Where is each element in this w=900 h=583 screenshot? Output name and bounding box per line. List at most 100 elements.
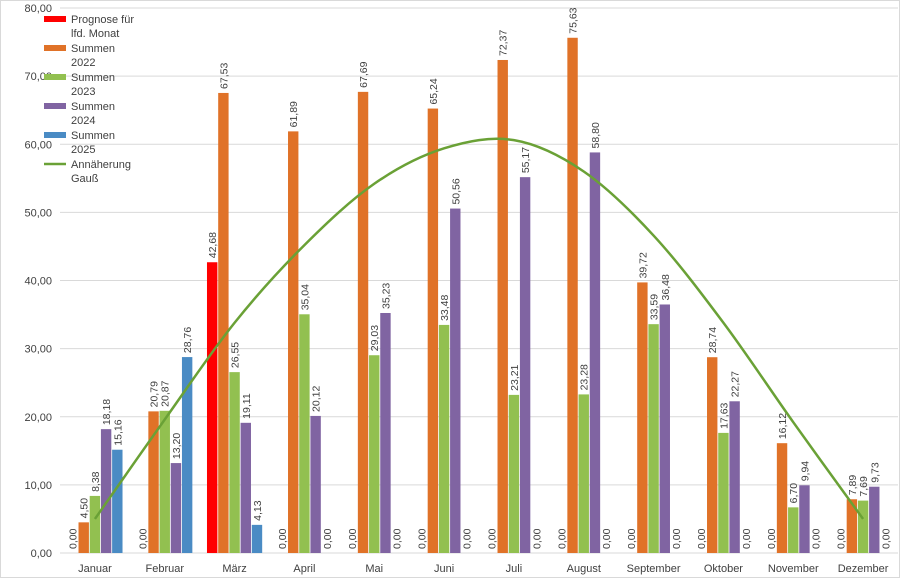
bar-value-label: 29,03 [369,325,381,351]
legend-label: Annäherung [71,159,131,171]
bar-value-label: 0,00 [137,528,149,549]
y-tick-label: 10,00 [24,480,52,492]
bar-value-label: 23,21 [509,364,521,390]
bar-value-label: 15,16 [112,419,124,445]
bar-value-label: 18,18 [101,399,113,425]
bar-value-label: 61,89 [288,101,300,127]
bar-value-label: 0,00 [671,528,683,549]
x-tick-label: Mai [365,563,383,575]
trend-line [93,137,865,520]
bar-value-label: 28,74 [707,327,719,353]
bar-value-label: 9,94 [799,461,811,482]
bar [659,304,670,553]
bar-value-label: 67,53 [218,63,230,89]
legend-label: lfd. Monat [71,28,119,40]
bar [707,357,718,553]
grid [60,7,898,554]
legend-swatch [44,16,66,22]
bar-value-label: 55,17 [520,147,532,173]
x-tick-label: August [567,563,601,575]
bar-value-label: 19,11 [241,393,253,419]
bar-value-label: 28,76 [182,327,194,353]
x-tick-label: Juni [434,563,454,575]
bar [857,500,869,553]
bar [578,394,589,553]
bar [112,449,123,553]
trend-curve [93,137,865,520]
bar-value-label: 65,24 [428,78,440,104]
bar [310,415,321,553]
bar [288,131,299,553]
legend-label: 2024 [71,115,95,127]
bar-value-label: 50,56 [450,178,462,204]
legend-label: Summen [71,72,115,84]
x-tick-label: Dezember [838,563,889,575]
bar [181,357,193,553]
y-tick-label: 30,00 [24,344,52,356]
legend-swatch [44,74,66,80]
y-axis-ticks: 0,0010,0020,0030,0040,0050,0060,0070,008… [24,3,52,560]
legend-label: Summen [71,43,115,55]
bar-value-label: 7,89 [847,475,859,496]
bar [299,314,310,553]
x-axis-ticks: Januar Februar März April Mai Juni Juli August S… [78,563,889,575]
bar-value-label: 33,59 [649,294,661,320]
y-tick-label: 60,00 [24,139,52,151]
bar [567,37,578,553]
legend-swatch [44,103,66,109]
bar-value-label: 0,00 [626,528,638,549]
bar-value-label: 6,70 [788,483,800,504]
y-tick-label: 80,00 [24,3,52,15]
bar [78,522,89,553]
bar-value-label: 42,68 [207,232,219,258]
bar-value-label: 13,20 [171,433,183,459]
legend-label: 2022 [71,57,95,69]
bar-value-label: 0,00 [277,528,289,549]
bar [380,312,391,553]
bar [718,432,729,553]
bar-value-label: 0,00 [601,528,613,549]
bar-value-label: 0,00 [880,528,892,549]
legend-label: Prognose für [71,14,134,26]
legend-label: 2023 [71,86,95,98]
bar-value-label: 20,12 [311,385,323,411]
bar-value-label: 9,73 [869,462,881,483]
bar-value-label: 39,72 [637,252,649,278]
x-tick-label: März [222,563,246,575]
bar-value-label: 36,48 [660,274,672,300]
legend-label: Summen [71,130,115,142]
bar-value-label: 20,79 [149,381,161,407]
bar [776,443,788,553]
bar-value-label: 33,48 [439,294,451,320]
bar [251,524,263,553]
bar-value-label: 22,27 [730,371,742,397]
x-tick-label: September [627,563,681,575]
bar-value-label: 16,12 [777,413,789,439]
bar-value-label: 8,38 [90,471,102,492]
bar [788,507,799,553]
bar-value-label: 72,37 [498,30,510,56]
bar [637,282,648,553]
y-tick-label: 0,00 [31,548,52,560]
bar-value-label: 4,50 [79,498,91,519]
legend: Prognose für lfd. Monat Summen 2022 Summen 20… [44,14,134,185]
bars [78,37,880,554]
bar [218,92,229,553]
bar [497,59,508,554]
bar-value-label: 67,69 [358,61,370,87]
bar [89,495,101,553]
bar [170,463,182,553]
bar [159,410,170,553]
bar-value-label: 23,28 [579,364,591,390]
x-tick-label: April [293,563,315,575]
bar [240,422,251,553]
x-tick-label: Januar [78,563,112,575]
bar [799,485,810,553]
bar [589,152,601,554]
bar-value-label: 0,00 [347,528,359,549]
bar [369,355,380,553]
bar-value-label: 58,80 [590,122,602,148]
bar-value-label: 75,63 [568,7,580,33]
bar [229,372,240,553]
